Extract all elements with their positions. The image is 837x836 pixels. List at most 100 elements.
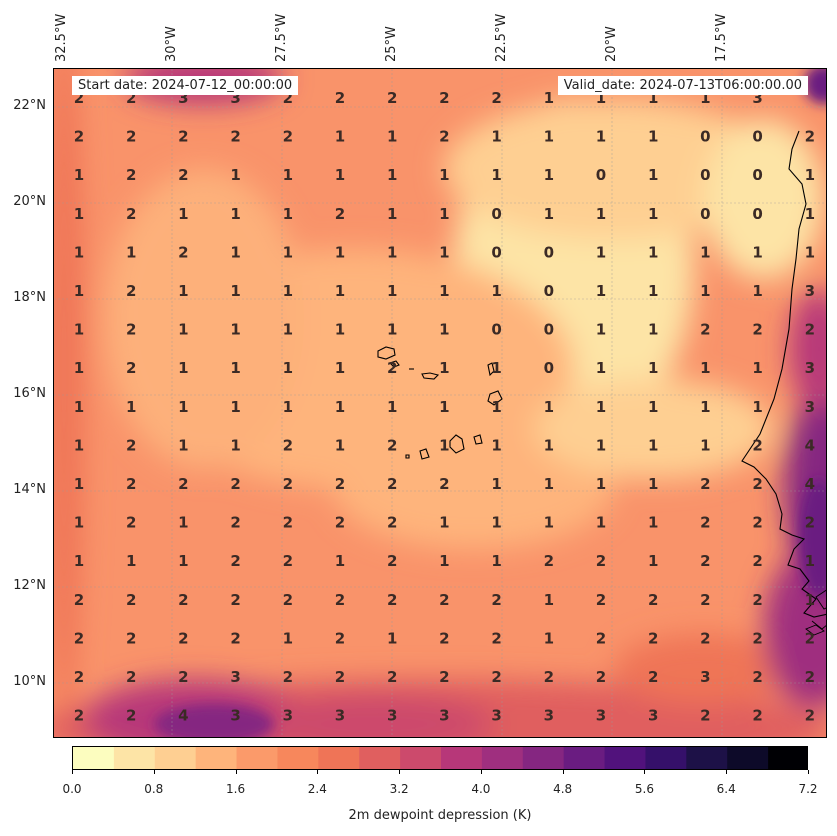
grid-value: 3 <box>335 707 345 725</box>
grid-value: 1 <box>335 359 345 377</box>
start-date-label: Start date: 2024-07-12_00:00:00 <box>72 76 299 95</box>
longitude-label: 32.5°W <box>54 13 69 62</box>
grid-value: 1 <box>700 436 710 454</box>
colorbar-tick-label: 3.2 <box>389 782 409 796</box>
colorbar-tick-label: 1.6 <box>226 782 246 796</box>
grid-value: 1 <box>648 89 658 107</box>
grid-value: 1 <box>491 436 501 454</box>
grid-value: 2 <box>491 629 501 647</box>
grid-value: 1 <box>283 359 293 377</box>
colorbar-tickmark <box>726 770 728 774</box>
grid-value: 2 <box>74 629 84 647</box>
grid-value: 1 <box>648 243 658 261</box>
colorbar-segment <box>236 747 278 769</box>
grid-value: 2 <box>544 552 554 570</box>
grid-value: 2 <box>700 591 710 609</box>
grid-value: 1 <box>74 436 84 454</box>
grid-value: 1 <box>648 321 658 339</box>
grid-value: 0 <box>700 128 710 146</box>
grid-value: 2 <box>387 514 397 532</box>
grid-value: 1 <box>648 514 658 532</box>
colorbar-segment <box>727 747 769 769</box>
grid-value: 2 <box>439 668 449 686</box>
colorbar-segment <box>318 747 360 769</box>
colorbar-segment <box>768 747 807 769</box>
grid-value: 1 <box>74 514 84 532</box>
grid-value: 1 <box>178 552 188 570</box>
grid-value: 1 <box>596 359 606 377</box>
grid-value: 1 <box>230 436 240 454</box>
grid-value: 2 <box>387 89 397 107</box>
grid-value: 1 <box>74 243 84 261</box>
grid-value: 1 <box>74 205 84 223</box>
grid-value: 1 <box>439 514 449 532</box>
colorbar-segment <box>441 747 483 769</box>
colorbar-tick-label: 0.0 <box>62 782 82 796</box>
colorbar-tickmark <box>808 770 809 774</box>
grid-value: 1 <box>283 166 293 184</box>
colorbar-segment <box>686 747 728 769</box>
map-canvas: 2 2 3 3 2 2 2 2 2 1 1 1 1 3 2 2 2 2 2 1 1 2 1 1 1 1 0 0 2 1 2 2 1 1 1 1 1 1 1 0… <box>54 69 826 737</box>
grid-value: 1 <box>439 436 449 454</box>
grid-value: 2 <box>439 629 449 647</box>
colorbar-segment <box>73 747 115 769</box>
grid-value: 1 <box>596 128 606 146</box>
colorbar <box>72 746 808 770</box>
colorbar-segment <box>604 747 646 769</box>
grid-value: 3 <box>178 89 188 107</box>
grid-value: 1 <box>439 552 449 570</box>
valid-date-label: Valid_date: 2024-07-13T06:00:00.00 <box>557 76 808 95</box>
grid-value: 1 <box>596 514 606 532</box>
grid-value: 1 <box>178 205 188 223</box>
grid-value: 2 <box>126 321 136 339</box>
grid-value: 2 <box>230 629 240 647</box>
colorbar-tickmark <box>399 770 401 774</box>
grid-value: 1 <box>335 166 345 184</box>
grid-value: 4 <box>805 436 815 454</box>
colorbar-tickmark <box>235 770 237 774</box>
map-panel[interactable]: 2 2 3 3 2 2 2 2 2 1 1 1 1 3 2 2 2 2 2 1 1 2 1 1 1 1 0 0 2 1 2 2 1 1 1 1 1 1 1 0… <box>53 68 827 738</box>
grid-value: 1 <box>752 359 762 377</box>
grid-value: 1 <box>178 398 188 416</box>
grid-value: 2 <box>178 591 188 609</box>
grid-value: 1 <box>230 243 240 261</box>
grid-value: 3 <box>700 668 710 686</box>
grid-value: 0 <box>752 166 762 184</box>
grid-value: 2 <box>283 436 293 454</box>
colorbar-label: 2m dewpoint depression (K) <box>348 808 532 823</box>
grid-value: 1 <box>283 629 293 647</box>
grid-value: 1 <box>387 205 397 223</box>
grid-value: 1 <box>335 552 345 570</box>
grid-value: 2 <box>544 668 554 686</box>
grid-value: 0 <box>544 359 554 377</box>
grid-value: 2 <box>491 668 501 686</box>
grid-value: 1 <box>491 128 501 146</box>
grid-value: 1 <box>491 514 501 532</box>
grid-value: 2 <box>700 514 710 532</box>
grid-value: 2 <box>648 629 658 647</box>
grid-value: 1 <box>178 436 188 454</box>
grid-value: 2 <box>126 707 136 725</box>
grid-value: 1 <box>126 552 136 570</box>
grid-value: 1 <box>230 398 240 416</box>
grid-value: 2 <box>126 89 136 107</box>
grid-value: 2 <box>752 475 762 493</box>
grid-value: 2 <box>805 707 815 725</box>
grid-value: 1 <box>648 359 658 377</box>
grid-value: 1 <box>439 205 449 223</box>
grid-value: 1 <box>648 398 658 416</box>
grid-value: 2 <box>283 552 293 570</box>
grid-value: 1 <box>387 128 397 146</box>
grid-value: 1 <box>491 359 501 377</box>
grid-value: 2 <box>700 629 710 647</box>
colorbar-tickmark <box>480 770 482 774</box>
grid-value: 1 <box>544 591 554 609</box>
grid-value: 2 <box>335 591 345 609</box>
grid-value: 3 <box>752 89 762 107</box>
grid-value: 2 <box>126 591 136 609</box>
grid-value: 1 <box>805 243 815 261</box>
colorbar-tickmark <box>72 770 73 774</box>
grid-value: 1 <box>596 436 606 454</box>
grid-value: 2 <box>387 552 397 570</box>
colorbar-segment <box>113 747 156 769</box>
